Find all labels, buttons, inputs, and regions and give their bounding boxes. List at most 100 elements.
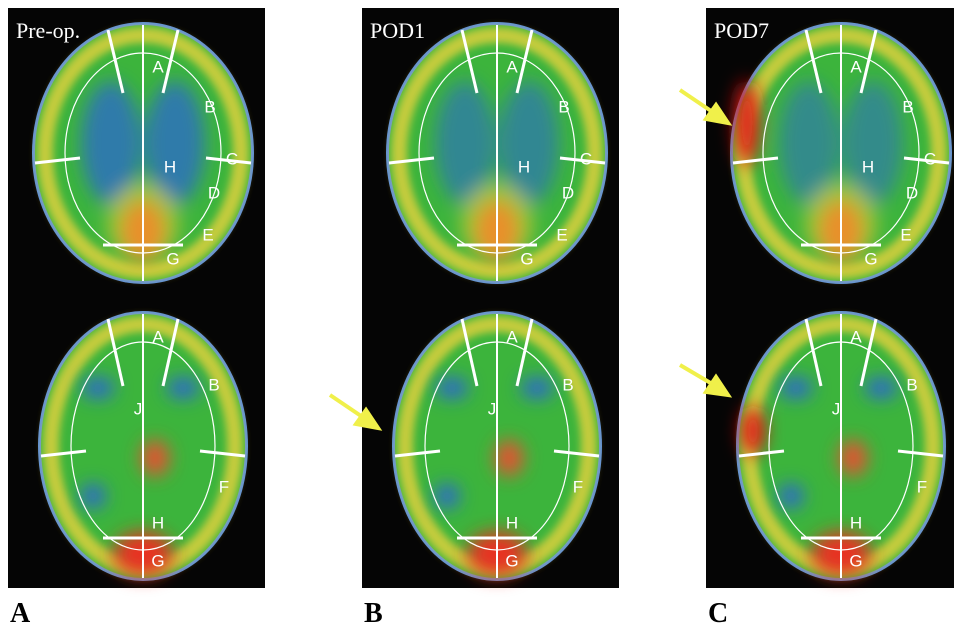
divider <box>903 156 950 165</box>
high-region <box>741 407 765 455</box>
low-region <box>521 378 553 398</box>
inner-boundary <box>418 52 576 254</box>
low-region <box>435 81 495 205</box>
low-region <box>81 484 105 508</box>
low-region <box>865 378 897 398</box>
region-label: B <box>558 97 569 116</box>
region-label: D <box>906 183 918 202</box>
divider <box>897 449 944 458</box>
divider <box>859 29 878 94</box>
region-label: C <box>226 149 238 168</box>
divider <box>40 449 87 458</box>
region-label: G <box>166 249 179 268</box>
region-label: C <box>924 149 936 168</box>
arrow-head <box>702 373 733 398</box>
divider <box>460 318 479 387</box>
inner-boundary <box>70 341 216 551</box>
panel-caption: POD1 <box>370 18 425 43</box>
high-region <box>735 81 759 165</box>
low-region <box>167 378 199 398</box>
region-label: B <box>902 97 913 116</box>
inner-boundary <box>762 52 920 254</box>
region-label: F <box>219 477 229 496</box>
divider <box>559 156 606 165</box>
divider <box>738 449 785 458</box>
region-label: G <box>849 551 862 570</box>
low-region <box>780 378 812 398</box>
region-label: B <box>562 375 573 394</box>
arrow-head <box>702 101 733 126</box>
high-region <box>839 440 867 476</box>
divider <box>161 318 180 387</box>
divider <box>859 318 878 387</box>
panel-label: B <box>364 598 383 628</box>
region-label: B <box>906 375 917 394</box>
region-lines <box>738 314 944 578</box>
region-lines <box>34 25 252 281</box>
region-label: A <box>850 57 862 76</box>
region-lines <box>40 314 246 578</box>
inner-boundary <box>424 341 570 551</box>
divider <box>515 318 534 387</box>
region-label: A <box>506 327 518 346</box>
region-lines <box>388 25 606 281</box>
region-label: A <box>152 57 164 76</box>
region-label: H <box>862 157 874 176</box>
panel-caption: Pre-op. <box>16 18 80 43</box>
region-label: D <box>562 183 574 202</box>
region-label: H <box>850 513 862 532</box>
brain-slice: A B CD E G H <box>362 8 619 298</box>
arrows <box>328 88 733 431</box>
region-label: F <box>573 477 583 496</box>
divider <box>553 449 600 458</box>
arrow <box>678 363 716 387</box>
low-region <box>499 81 559 205</box>
arrow <box>678 88 716 115</box>
arrow-head <box>352 406 383 431</box>
region-label: H <box>506 513 518 532</box>
region-label: E <box>202 225 213 244</box>
region-label: H <box>164 157 176 176</box>
divider <box>460 29 479 94</box>
brain-slice: A B CD E G H <box>8 8 265 298</box>
perfusion <box>741 378 897 576</box>
region-label: J <box>832 399 841 418</box>
low-region <box>81 81 141 205</box>
divider <box>106 318 125 387</box>
region-lines <box>732 25 950 281</box>
region-label: B <box>204 97 215 116</box>
divider <box>804 29 823 94</box>
divider <box>161 29 180 94</box>
region-label: G <box>864 249 877 268</box>
low-region <box>779 81 839 205</box>
divider <box>732 156 779 165</box>
divider <box>106 29 125 94</box>
region-label: G <box>505 551 518 570</box>
low-region <box>435 484 459 508</box>
region-label: H <box>152 513 164 532</box>
region-label: G <box>151 551 164 570</box>
divider <box>394 449 441 458</box>
high-region <box>495 440 523 476</box>
low-region <box>82 378 114 398</box>
region-label: E <box>556 225 567 244</box>
divider <box>804 318 823 387</box>
divider <box>515 29 534 94</box>
divider <box>205 156 252 165</box>
region-label: D <box>208 183 220 202</box>
low-region <box>145 81 205 205</box>
divider <box>34 156 81 165</box>
region-label: G <box>520 249 533 268</box>
brain-slice: A B J F HG <box>706 298 954 588</box>
region-label: F <box>917 477 927 496</box>
brain-slice: A B CD E G H <box>706 8 954 298</box>
inner-boundary <box>768 341 914 551</box>
perfusion <box>81 378 199 576</box>
panel-caption: POD7 <box>714 18 769 43</box>
region-label: A <box>850 327 862 346</box>
region-lines <box>394 314 600 578</box>
